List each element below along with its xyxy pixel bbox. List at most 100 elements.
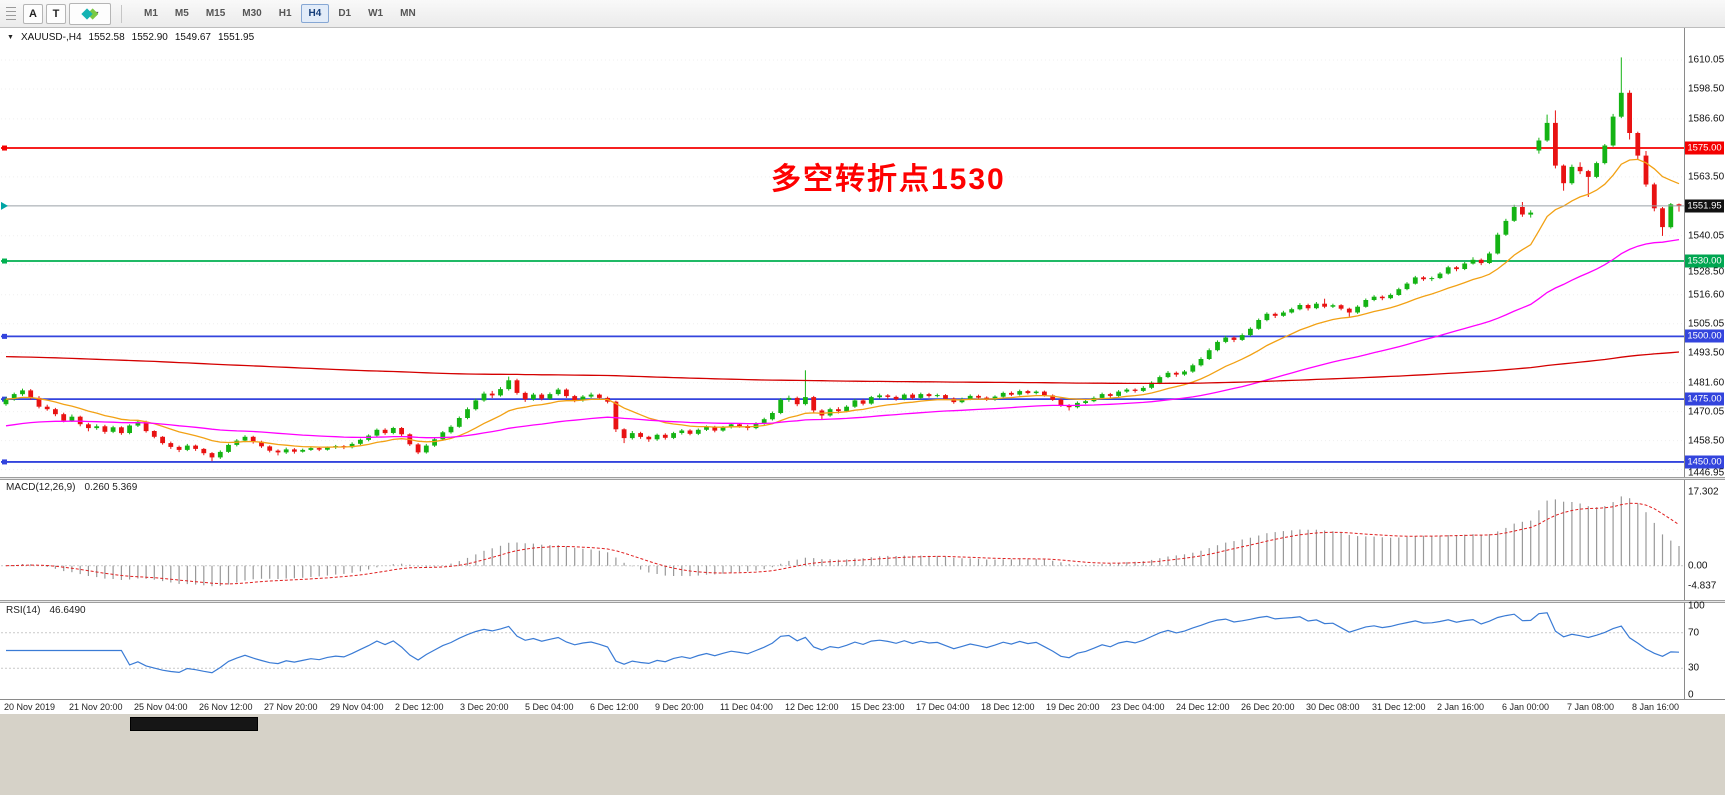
price-scale[interactable]: 1610.05 1598.50 1586.60 1563.50 1540.05 1528.… — [1685, 28, 1725, 701]
font-tool-button[interactable]: A — [23, 3, 43, 24]
line-anchor-1530[interactable] — [2, 258, 7, 264]
time-axis[interactable]: 20 Nov 2019 21 Nov 20:00 25 Nov 04:00 26 No… — [0, 699, 1725, 714]
line-anchor-1450[interactable] — [2, 459, 7, 465]
tab-timeframe-m1[interactable]: M1 — [136, 4, 166, 23]
time-axis-label: 24 Dec 12:00 — [1176, 702, 1230, 712]
toolbar-separator — [121, 4, 122, 23]
price-tick-label: 1540.05 — [1688, 230, 1725, 242]
line-anchor-1500[interactable] — [2, 333, 7, 339]
macd-label: MACD(12,26,9) 0.260 5.369 — [6, 482, 137, 493]
time-axis-label: 30 Dec 08:00 — [1306, 702, 1360, 712]
price-chart-canvas[interactable] — [1, 30, 1684, 477]
tab-timeframe-mn[interactable]: MN — [392, 4, 424, 23]
time-axis-label: 3 Dec 20:00 — [460, 702, 509, 712]
candles-layer — [3, 57, 1682, 462]
price-tick-label: 1516.60 — [1688, 289, 1725, 301]
macd-canvas — [1, 496, 1684, 587]
macd-pane[interactable]: MACD(12,26,9) 0.260 5.369 — [1, 480, 1684, 600]
price-tick-label: 1528.50 — [1688, 266, 1725, 278]
macd-axis-label: 17.302 — [1688, 486, 1719, 498]
time-axis-label: 17 Dec 04:00 — [916, 702, 970, 712]
symbol-label: XAUUSD-,H4 — [20, 32, 82, 43]
rsi-axis-label: 100 — [1688, 600, 1705, 612]
price-badge-1500.00: 1500.00 — [1685, 329, 1724, 343]
rsi-value: 46.6490 — [49, 605, 86, 616]
rsi-label: RSI(14) 46.6490 — [6, 605, 86, 616]
tab-timeframe-w1[interactable]: W1 — [360, 4, 391, 23]
symbol-dropdown-icon[interactable]: ▼ — [7, 34, 14, 41]
rsi-pane[interactable]: RSI(14) 46.6490 — [1, 603, 1684, 699]
quote-close: 1551.95 — [217, 32, 255, 43]
macd-signal-line — [5, 502, 1680, 585]
rsi-axis-label: 70 — [1688, 627, 1700, 639]
time-axis-label: 19 Dec 20:00 — [1046, 702, 1100, 712]
tab-timeframe-m5[interactable]: M5 — [167, 4, 197, 23]
time-axis-label: 26 Dec 20:00 — [1241, 702, 1295, 712]
time-axis-label: 5 Dec 04:00 — [525, 702, 574, 712]
time-axis-label: 26 Nov 12:00 — [199, 702, 253, 712]
time-axis-label: 31 Dec 12:00 — [1372, 702, 1426, 712]
toolbar: A T ▾ M1 M5 M15 M30 H1 H4 D1 W1 MN — [0, 0, 1725, 28]
rsi-axis-label: 30 — [1688, 662, 1700, 674]
time-axis-label: 2 Jan 16:00 — [1437, 702, 1485, 712]
macd-title: MACD(12,26,9) — [6, 482, 76, 493]
quote-high: 1552.90 — [131, 32, 168, 43]
time-axis-label: 27 Nov 20:00 — [264, 702, 318, 712]
time-axis-label: 9 Dec 20:00 — [655, 702, 704, 712]
price-badge-1575.00: 1575.00 — [1685, 141, 1724, 155]
grid-lines — [1, 59, 1684, 471]
macd-values: 0.260 5.369 — [84, 482, 138, 493]
drawing-palette-dropdown[interactable]: ▾ — [69, 2, 111, 25]
tab-timeframe-m15[interactable]: M15 — [198, 4, 233, 23]
tab-timeframe-m30[interactable]: M30 — [234, 4, 269, 23]
price-tick-label: 1610.05 — [1688, 54, 1725, 66]
rsi-line — [6, 612, 1680, 674]
palette-icon — [81, 7, 94, 20]
price-tick-label: 1505.05 — [1688, 318, 1725, 330]
price-tick-label: 1481.60 — [1688, 377, 1725, 389]
tab-timeframe-h1[interactable]: H1 — [271, 4, 300, 23]
macd-axis-label: 0.00 — [1688, 560, 1708, 572]
price-badge-1551.95: 1551.95 — [1685, 199, 1724, 213]
rsi-axis-label: 0 — [1688, 689, 1694, 701]
scale-separator — [1684, 28, 1685, 699]
chart-annotation-text: 多空转折点1530 — [771, 163, 1006, 196]
quote-open: 1552.58 — [88, 32, 125, 43]
macd-axis-label: -4.837 — [1688, 580, 1717, 592]
horizontal-lines-layer[interactable] — [1, 145, 1684, 465]
time-axis-label: 20 Nov 2019 — [4, 702, 56, 712]
time-axis-label: 2 Dec 12:00 — [395, 702, 444, 712]
line-anchor-1575[interactable] — [2, 145, 7, 151]
pane-splitter-macd[interactable] — [0, 477, 1725, 480]
time-axis-label: 25 Nov 04:00 — [134, 702, 188, 712]
tab-timeframe-h4[interactable]: H4 — [300, 4, 330, 23]
rsi-canvas — [1, 612, 1684, 674]
time-axis-label: 12 Dec 12:00 — [785, 702, 839, 712]
price-tick-label: 1458.50 — [1688, 435, 1725, 447]
rsi-title: RSI(14) — [6, 605, 41, 616]
macd-histogram — [5, 496, 1680, 587]
price-tick-label: 1470.05 — [1688, 406, 1725, 418]
tab-timeframe-d1[interactable]: D1 — [330, 4, 359, 23]
bid-arrow-marker — [1, 201, 8, 210]
price-tick-label: 1563.50 — [1688, 171, 1725, 183]
price-badge-1450.00: 1450.00 — [1685, 455, 1724, 469]
price-tick-label: 1446.95 — [1688, 467, 1725, 479]
price-badge-1475.00: 1475.00 — [1685, 392, 1724, 406]
pane-splitter-rsi[interactable] — [0, 600, 1725, 603]
desktop-strip — [0, 714, 1725, 795]
taskbar-fragment — [130, 717, 258, 731]
time-axis-label: 29 Nov 04:00 — [330, 702, 384, 712]
chart-window — [0, 28, 1725, 714]
time-axis-label: 7 Jan 08:00 — [1567, 702, 1615, 712]
time-axis-label: 15 Dec 23:00 — [851, 702, 905, 712]
text-label-tool-button[interactable]: T — [46, 3, 66, 24]
toolbar-grip[interactable] — [6, 6, 16, 21]
ma-line-56 — [5, 238, 1680, 439]
price-badge-1530.00: 1530.00 — [1685, 254, 1724, 268]
chart-symbol-header: ▼ XAUUSD-,H4 1552.58 1552.90 1549.67 155… — [7, 32, 254, 43]
price-chart-pane[interactable]: ▼ XAUUSD-,H4 1552.58 1552.90 1549.67 155… — [1, 30, 1684, 477]
line-anchor-1475[interactable] — [2, 396, 7, 402]
time-axis-label: 11 Dec 04:00 — [720, 702, 773, 712]
